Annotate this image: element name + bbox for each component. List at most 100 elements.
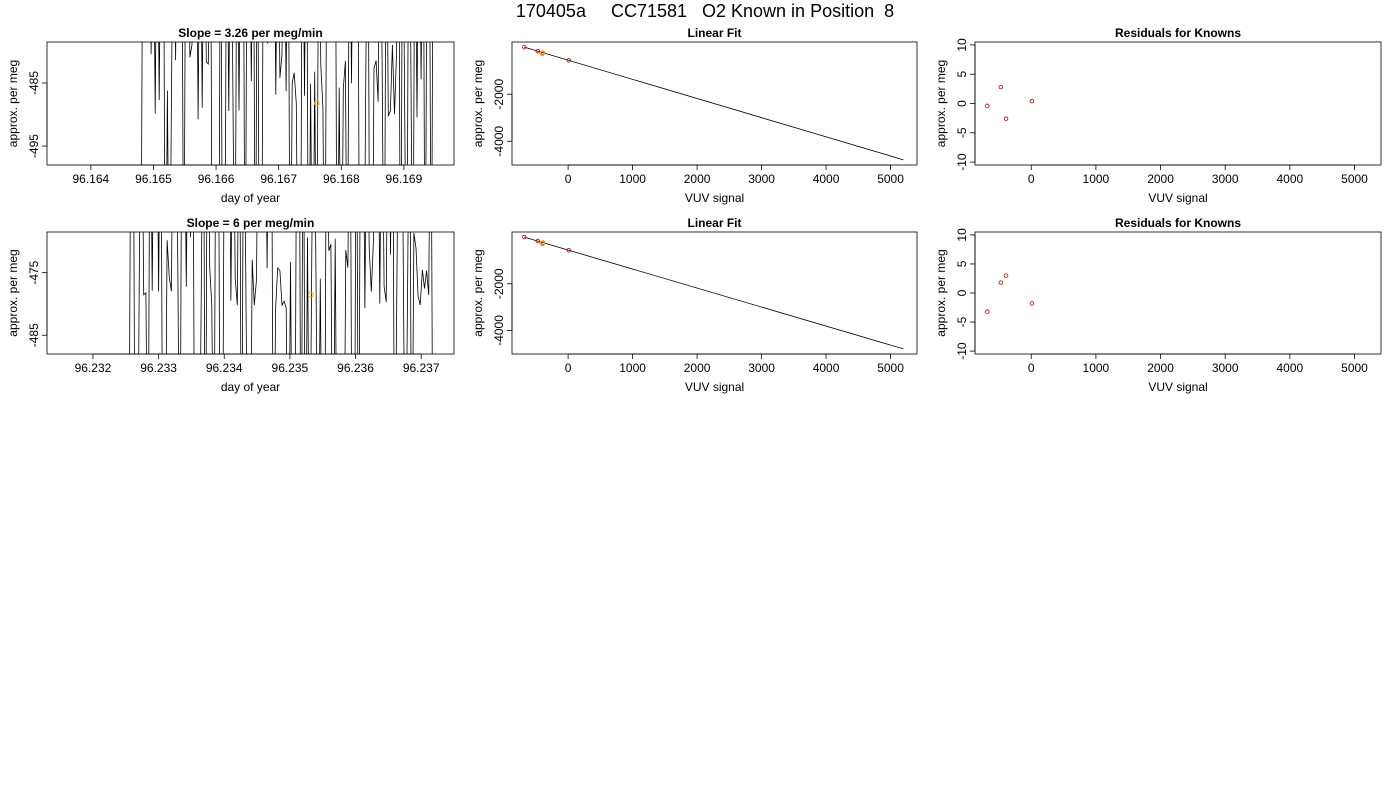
y-tick-label: 0 [955,289,969,296]
known-point [1003,116,1009,121]
x-tick-label: 1000 [619,361,646,375]
x-tick-label: 4000 [1276,172,1303,186]
panel-title: Linear Fit [687,26,741,40]
x-tick-label: 5000 [1341,361,1368,375]
x-axis-label: day of year [221,380,280,394]
x-tick-label: 96.234 [206,361,243,375]
known-point [1029,98,1035,104]
known-point [522,44,527,50]
x-tick-label: 0 [565,172,572,186]
y-tick-label: -495 [27,134,41,158]
known-point [998,84,1004,90]
known-point [522,234,527,240]
plot-area [129,232,433,354]
y-tick-label: 0 [955,100,969,107]
x-axis-label: VUV signal [685,380,744,394]
x-axis-label: VUV signal [1148,191,1207,205]
known-point [566,247,571,253]
x-tick-label: 96.168 [323,172,360,186]
x-tick-label: 4000 [1276,361,1303,375]
x-tick-label: 1000 [1083,172,1110,186]
y-tick-label: 5 [955,260,969,267]
x-tick-label: 0 [1028,172,1035,186]
x-tick-label: 96.237 [403,361,440,375]
fit-line [524,236,904,350]
x-tick-label: 5000 [1341,172,1368,186]
known-point [1003,273,1009,278]
y-axis-label: approx. per meg [471,249,485,336]
panel-2: Linear Fit 0 1000 2000 3000 4000 5000 VUV signa… [471,26,918,205]
y-tick-label: -10 [955,153,969,171]
y-tick-label: -485 [27,323,41,347]
known-point [998,280,1004,285]
data-series-line [141,42,433,165]
known-point [566,58,571,63]
y-axis-label: approx. per meg [6,249,20,336]
plot-area [522,44,904,161]
sample-point [314,100,320,107]
panel-5: Linear Fit 0 1000 2000 3000 4000 5000 VUV signa… [471,216,918,394]
y-axis-label: approx. per meg [934,249,948,336]
data-series-line [129,232,433,354]
x-tick-label: 5000 [877,172,904,186]
known-point [535,238,540,244]
x-tick-label: 1000 [619,172,646,186]
plot-frame [46,231,455,355]
y-axis-label: approx. per meg [6,60,20,147]
y-axis-label: approx. per meg [471,60,485,147]
x-tick-label: 96.165 [135,172,172,186]
fit-line [524,46,904,161]
x-tick-label: 96.164 [72,172,109,186]
y-tick-label: -485 [27,71,41,95]
plot-frame [974,41,1382,166]
x-axis-label: day of year [221,191,280,205]
panel-6: Residuals for Knowns 0 1000 2000 3000 4000 500… [934,216,1382,394]
y-tick-label: 10 [955,38,969,52]
y-axis-label: approx. per meg [934,60,948,147]
page-title: 170405a CC71581 O2 Known in Position 8 [515,1,895,21]
x-tick-label: 3000 [1212,361,1239,375]
y-tick-label: -475 [27,260,41,284]
y-tick-label: -2000 [492,79,506,110]
known-point [1029,301,1035,306]
y-tick-label: -5 [955,127,969,138]
y-tick-label: 5 [955,71,969,78]
panel-title: Linear Fit [687,216,741,230]
x-tick-label: 96.166 [198,172,235,186]
known-point [985,309,990,314]
x-tick-label: 3000 [1212,172,1239,186]
plot-area [985,273,1035,314]
x-tick-label: 96.167 [260,172,297,186]
panel-title: Residuals for Knowns [1115,216,1241,230]
x-tick-label: 2000 [684,172,711,186]
sample-point [539,50,546,57]
x-tick-label: 4000 [813,172,840,186]
y-tick-label: -4000 [492,315,506,346]
x-axis-label: VUV signal [1148,380,1207,394]
panel-1: Slope = 3.26 per meg/min 96.164 96.165 96.1… [6,26,455,205]
y-tick-label: -5 [955,316,969,327]
x-tick-label: 3000 [748,361,775,375]
panel-title: Slope = 6 per meg/min [187,216,315,230]
x-tick-label: 5000 [877,361,904,375]
x-tick-label: 2000 [1147,172,1174,186]
y-tick-label: -4000 [492,126,506,157]
x-tick-label: 2000 [684,361,711,375]
x-tick-label: 96.169 [386,172,423,186]
known-point [535,48,540,54]
y-tick-label: 10 [955,228,969,242]
x-tick-label: 96.232 [75,361,112,375]
y-tick-label: -10 [955,342,969,360]
plot-area [522,234,904,350]
known-point [985,103,990,109]
x-tick-label: 96.236 [337,361,374,375]
sample-point [308,291,314,298]
x-tick-label: 0 [1028,361,1035,375]
x-tick-label: 0 [565,361,572,375]
y-tick-label: -2000 [492,268,506,299]
plot-frame [974,231,1382,355]
x-axis-label: VUV signal [685,191,744,205]
x-tick-label: 4000 [813,361,840,375]
panel-title: Residuals for Knowns [1115,26,1241,40]
